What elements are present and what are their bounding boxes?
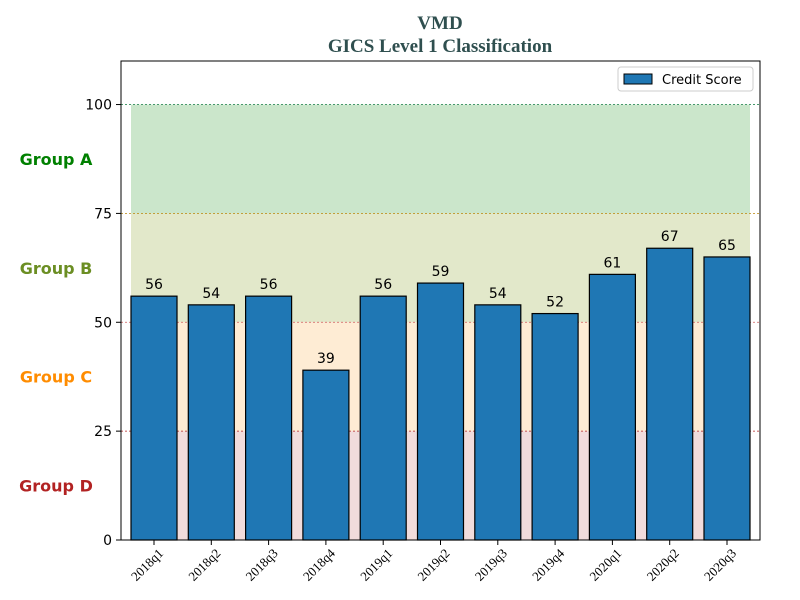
x-tick-label: 2018q1 [128,546,166,584]
y-tick-label: 50 [94,315,112,331]
y-tick-label: 75 [94,206,112,222]
bar-value-label: 39 [317,351,335,367]
bar [646,247,694,541]
bar [531,312,579,541]
x-tick-label: 2019q3 [472,546,510,584]
band-group-a [131,104,750,214]
bar-value-label: 65 [718,238,736,254]
y-tick-label: 100 [85,98,112,114]
x-tick-label: 2018q3 [243,546,281,584]
bar [187,304,235,541]
bar-value-label: 54 [489,286,507,302]
legend-box [617,66,754,92]
bars: 56 54 56 39 56 59 54 52 61 67 65 [130,229,751,541]
x-tick-label: 2020q1 [586,546,624,584]
x-tick-label: 2020q3 [701,546,739,584]
x-tick-label: 2018q2 [185,546,223,584]
x-tick-label: 2018q4 [300,545,339,584]
legend: Credit Score [617,66,754,92]
bar [130,295,178,541]
group-label: Group C [20,368,92,387]
bar [245,295,293,541]
bar-value-label: 56 [145,277,163,293]
bar-value-label: 56 [374,277,392,293]
group-label: Group B [20,259,93,278]
bar-value-label: 67 [661,229,679,245]
group-label: Group A [20,150,93,169]
bar [474,304,522,541]
bar-value-label: 56 [260,277,278,293]
legend-label: Credit Score [662,73,742,88]
bar [302,369,350,541]
bar-value-label: 54 [202,286,220,302]
bar [359,295,407,541]
y-tick-label: 25 [94,424,112,440]
bar-value-label: 61 [603,255,621,271]
x-tick-label: 2019q2 [414,546,452,584]
x-tick-label: 2019q4 [529,545,568,584]
x-tick-label: 2019q1 [357,546,395,584]
chart-subtitle: GICS Level 1 Classification [328,36,553,57]
chart-title: VMD [417,13,462,34]
bar [703,256,751,541]
legend-swatch [623,73,653,85]
x-tick-label: 2020q2 [644,546,682,584]
group-label: Group D [19,477,93,496]
bar-value-label: 59 [432,264,450,280]
bar [416,282,465,541]
y-tick-label: 0 [103,533,112,549]
bar [588,273,637,541]
bar-value-label: 52 [546,295,564,311]
